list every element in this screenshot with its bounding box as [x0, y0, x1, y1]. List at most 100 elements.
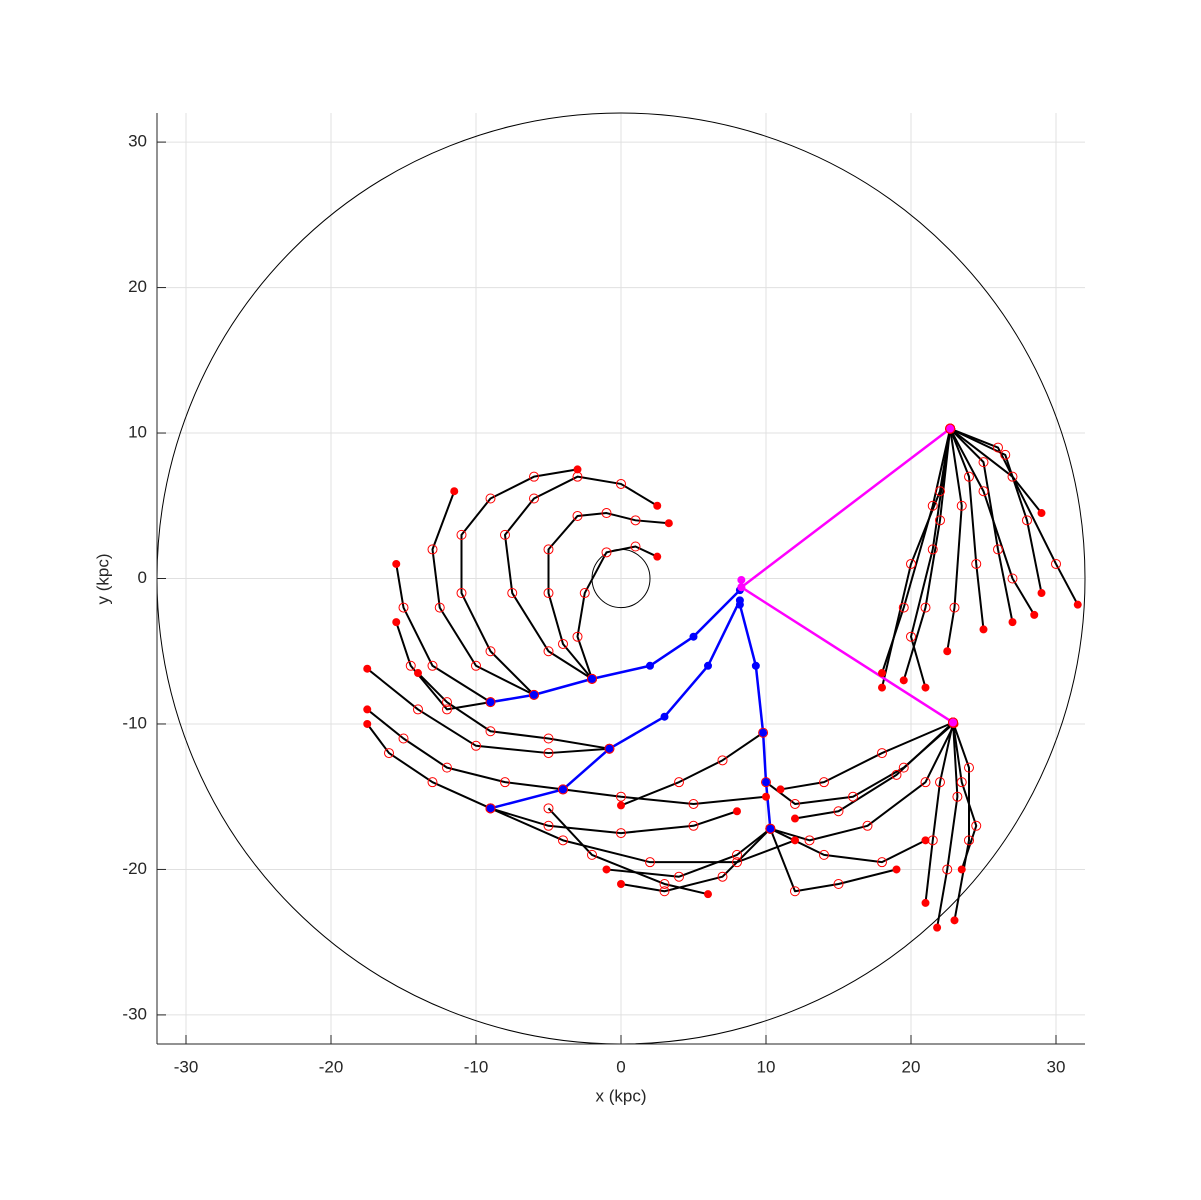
point-marker: [833, 806, 844, 817]
point-marker: [833, 878, 844, 889]
point-marker: [660, 712, 669, 721]
point-marker: [646, 661, 654, 670]
point-marker: [949, 718, 958, 727]
point-marker: [405, 660, 416, 671]
point-marker: [363, 705, 372, 714]
branch-line: [946, 428, 963, 652]
y-tick-label: 0: [138, 568, 147, 587]
point-marker: [979, 625, 988, 634]
point-marker: [543, 733, 554, 744]
branch-line: [417, 672, 610, 750]
branch-line: [620, 731, 764, 807]
branch-line: [490, 599, 742, 810]
point-marker: [485, 726, 496, 737]
point-marker: [862, 820, 873, 831]
branch-line: [740, 586, 954, 724]
point-marker: [877, 748, 887, 759]
branch-line: [620, 828, 772, 893]
branch-line: [949, 428, 985, 630]
point-marker: [737, 575, 746, 584]
branch-line: [770, 723, 956, 842]
point-marker: [878, 683, 886, 692]
point-marker: [471, 740, 481, 751]
point-marker: [442, 697, 452, 708]
point-marker: [956, 777, 967, 788]
branch-line: [924, 722, 955, 904]
point-marker: [952, 791, 963, 802]
point-marker: [363, 664, 372, 673]
point-marker: [949, 602, 960, 613]
point-marker: [653, 501, 662, 510]
point-marker: [604, 743, 615, 754]
point-marker: [456, 529, 467, 540]
point-marker: [956, 500, 967, 511]
point-marker: [1030, 610, 1039, 619]
point-marker: [689, 632, 698, 641]
x-tick-label: 30: [1047, 1057, 1066, 1076]
point-marker: [946, 424, 955, 433]
point-marker: [927, 544, 938, 555]
branch-line: [606, 827, 771, 878]
point-marker: [529, 471, 539, 482]
branch-line: [490, 807, 796, 864]
point-marker: [921, 898, 930, 907]
point-marker: [920, 602, 931, 613]
point-marker: [572, 631, 583, 642]
point-marker: [751, 661, 760, 670]
branch-line: [794, 721, 954, 820]
point-marker: [664, 519, 673, 528]
point-marker: [993, 442, 1003, 453]
point-marker: [616, 791, 626, 802]
x-axis-label: x (kpc): [596, 1086, 647, 1105]
point-marker: [486, 804, 495, 813]
point-marker: [1007, 573, 1018, 584]
point-marker: [543, 544, 554, 555]
point-marker: [704, 661, 712, 670]
point-marker: [450, 487, 459, 496]
branch-line: [952, 722, 978, 870]
branch-line: [395, 563, 492, 703]
point-marker: [762, 792, 770, 801]
point-marker: [601, 508, 612, 519]
point-marker: [616, 828, 626, 839]
y-tick-label: -10: [122, 713, 147, 732]
point-marker: [943, 647, 952, 656]
point-marker: [971, 558, 982, 569]
point-marker: [442, 762, 452, 773]
point-marker: [935, 486, 945, 497]
branch-line: [547, 807, 709, 896]
point-marker: [413, 704, 423, 715]
point-marker: [588, 674, 596, 683]
point-marker: [485, 803, 496, 814]
point-marker: [819, 777, 829, 788]
point-marker: [898, 762, 909, 773]
point-marker: [485, 646, 496, 657]
point-marker: [804, 835, 815, 846]
point-marker: [978, 457, 989, 468]
point-marker: [906, 558, 916, 569]
point-marker: [927, 835, 938, 846]
x-tick-label: 0: [616, 1057, 625, 1076]
point-marker: [602, 865, 611, 874]
point-marker: [529, 689, 539, 700]
point-marker: [776, 785, 785, 794]
point-marker: [766, 824, 775, 833]
point-marker: [630, 541, 641, 552]
branch-line: [490, 807, 738, 835]
y-tick-label: -20: [122, 859, 147, 878]
branch-line: [949, 428, 1036, 616]
point-marker: [559, 785, 567, 794]
point-marker: [1037, 509, 1046, 518]
point-marker: [529, 493, 539, 504]
point-marker: [759, 728, 768, 737]
branch-line: [562, 788, 767, 805]
point-marker: [891, 769, 902, 780]
point-marker: [1073, 600, 1082, 609]
y-tick-label: 20: [128, 277, 147, 296]
point-marker: [530, 690, 538, 699]
point-marker: [543, 646, 554, 657]
point-marker: [819, 849, 829, 860]
point-marker: [878, 669, 886, 678]
y-tick-label: -30: [122, 1004, 147, 1023]
